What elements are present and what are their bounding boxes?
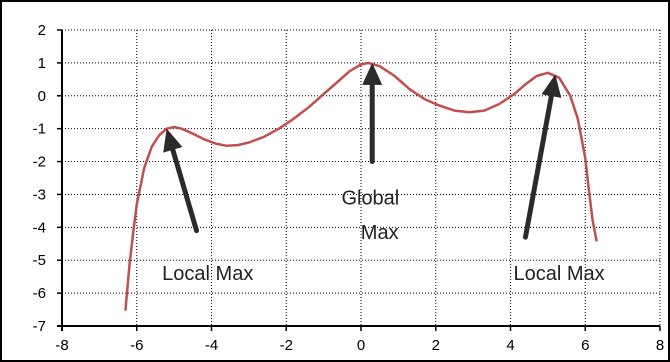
series-group <box>124 61 598 311</box>
tick-labels: -8 -6 -4 -2 0 2 4 6 8 2 1 0 -1 -2 -3 -4 -5 -6 -7 <box>33 22 665 354</box>
annotation-arrow-shaft <box>170 147 200 234</box>
x-tick-label: 6 <box>581 337 589 354</box>
axes <box>57 29 661 331</box>
x-tick-label: -2 <box>280 337 293 354</box>
y-tick-label: 0 <box>38 88 46 105</box>
y-tick-label: -6 <box>33 285 46 302</box>
x-tick-label: -4 <box>205 337 218 354</box>
annotation-label: Global <box>341 187 399 209</box>
x-tick-label: 4 <box>506 337 514 354</box>
y-tick-label: -4 <box>33 219 46 236</box>
series-line-0 <box>124 61 598 311</box>
annotation-arrow-head <box>163 128 183 153</box>
y-tick-label: -3 <box>33 186 46 203</box>
x-tick-label: -6 <box>130 337 143 354</box>
annotation-label: Local Max <box>162 263 253 285</box>
x-tick-label: 8 <box>656 337 664 354</box>
y-tick-label: -7 <box>33 318 46 335</box>
y-tick-label: -5 <box>33 252 46 269</box>
annotation-label: Max <box>361 222 399 244</box>
annotation-arrow-shaft <box>522 93 554 240</box>
x-tick-label: 0 <box>357 337 365 354</box>
y-tick-label: -2 <box>33 154 46 171</box>
x-tick-label: 2 <box>432 337 440 354</box>
annotation-arrow-head <box>541 74 562 98</box>
y-tick-label: 1 <box>38 55 46 72</box>
y-tick-label: 2 <box>38 22 46 39</box>
annotation-arrow-head <box>362 62 383 85</box>
annotation-label: Local Max <box>514 263 605 285</box>
y-tick-label: -1 <box>33 121 46 138</box>
annotations: Local Max Global Max Local Max <box>162 62 605 285</box>
x-tick-label: -8 <box>55 337 68 354</box>
